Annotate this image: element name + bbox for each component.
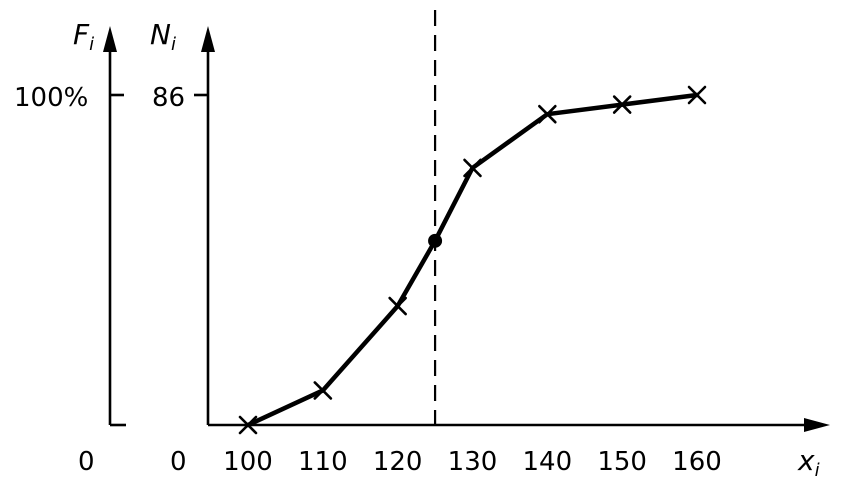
f-axis-title: Fi — [73, 18, 94, 55]
ogive-series — [238, 85, 707, 435]
f-axis-origin-label: 0 — [78, 447, 95, 477]
f-axis-top-label: 100% — [14, 83, 88, 113]
x-tick-label: 150 — [597, 447, 647, 477]
ogive-line — [245, 92, 700, 428]
data-point-marker — [538, 104, 557, 124]
data-point-marker — [463, 158, 482, 178]
x-axis-arrow — [804, 418, 830, 432]
f-axis-arrow — [103, 26, 117, 52]
x-tick-label: 100 — [223, 447, 273, 477]
n-axis-origin-label: 0 — [170, 447, 187, 477]
x-tick-label: 120 — [373, 447, 423, 477]
x-tick-labels: 100 110 120 130 140 150 160 — [223, 447, 722, 477]
x-tick-label: 160 — [672, 447, 722, 477]
data-point-marker — [238, 415, 258, 435]
f-axis: Fi 100% 0 — [14, 18, 126, 477]
x-axis: xi 100 110 120 130 140 150 160 — [208, 418, 830, 481]
median-point — [428, 233, 443, 248]
data-point-marker — [687, 85, 707, 105]
x-tick-label: 110 — [298, 447, 348, 477]
data-point-marker — [612, 95, 632, 114]
x-axis-title: xi — [797, 444, 820, 481]
x-tick-label: 140 — [523, 447, 573, 477]
data-point-marker — [388, 296, 407, 316]
n-axis-title: Ni — [150, 18, 176, 55]
n-axis: Ni 86 0 — [150, 18, 215, 477]
data-point-marker — [313, 381, 333, 400]
n-axis-top-label: 86 — [152, 83, 185, 113]
n-axis-arrow — [201, 26, 215, 52]
x-tick-label: 130 — [448, 447, 498, 477]
